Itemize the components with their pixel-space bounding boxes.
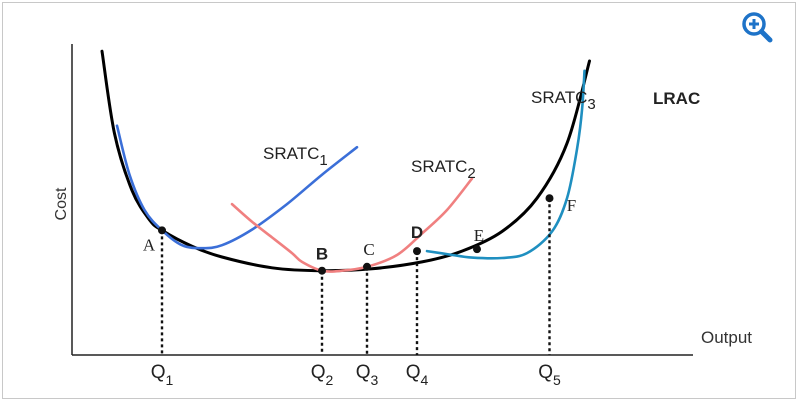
y-axis-label: Cost <box>53 187 70 220</box>
point-c <box>363 262 371 271</box>
tick-label-q3: Q3 <box>356 362 379 388</box>
point-f <box>545 194 554 203</box>
tick-label-q4: Q4 <box>406 362 429 388</box>
zoom-in-icon[interactable] <box>742 12 773 43</box>
guides-group <box>160 198 551 355</box>
point-label-e: E <box>474 226 484 245</box>
point-label-f: F <box>567 196 576 215</box>
curves-group <box>100 49 591 273</box>
point-b <box>318 266 326 275</box>
tick-label-q5: Q5 <box>538 362 561 388</box>
curve-label-sratc1: SRATC1 <box>263 144 328 169</box>
curve-label-lrac: LRAC <box>653 89 700 108</box>
curve-sratc3 <box>425 69 586 260</box>
point-label-d: D <box>411 223 423 242</box>
point-label-c: C <box>363 240 374 259</box>
point-label-b: B <box>316 245 328 264</box>
figure-frame <box>2 2 796 399</box>
point-d <box>413 247 421 256</box>
tick-label-q1: Q1 <box>151 362 174 388</box>
points-group <box>158 194 554 275</box>
curve-lrac <box>100 49 591 273</box>
labels-group: Q1 Q2 Q3 Q4 Q5 A B C D E F SRATC1 SRATC2 SRATC3 LRAC <box>143 88 700 388</box>
curve-sratc2 <box>230 177 474 273</box>
x-axis-label: Output <box>701 328 752 347</box>
point-e <box>473 245 481 254</box>
point-label-a: A <box>143 235 156 254</box>
curve-label-sratc3: SRATC3 <box>531 88 596 113</box>
point-a <box>158 226 166 235</box>
tick-label-q2: Q2 <box>311 362 334 388</box>
curve-sratc1 <box>115 124 359 250</box>
curve-label-sratc2: SRATC2 <box>411 157 476 182</box>
